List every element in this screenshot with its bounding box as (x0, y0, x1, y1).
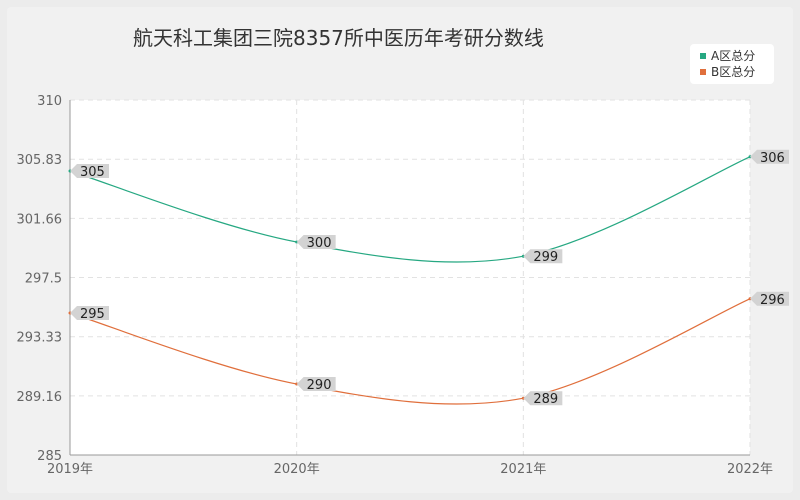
legend-item-a[interactable]: A区总分 (700, 48, 755, 64)
x-tick-label: 2022年 (727, 462, 773, 477)
data-label: 290 (307, 378, 332, 393)
legend-label-a: A区总分 (711, 49, 756, 63)
y-tick-label: 297.5 (25, 272, 62, 287)
x-tick-label: 2021年 (500, 462, 546, 477)
plot-area (70, 100, 750, 455)
data-label-tag (523, 249, 563, 264)
data-label-tag (296, 235, 336, 249)
series-line-a (69, 156, 751, 263)
y-tick-label: 285 (37, 449, 62, 464)
data-label-tag (296, 377, 336, 391)
data-label: 295 (80, 307, 105, 322)
y-tick-label: 305.83 (17, 153, 63, 168)
data-label-tag (70, 306, 109, 320)
data-label: 289 (533, 392, 558, 407)
legend-item-b[interactable]: B区总分 (700, 64, 755, 80)
data-label-tag (523, 391, 563, 406)
x-tick-label: 2019年 (47, 462, 93, 477)
data-label-tag (70, 164, 109, 178)
legend-swatch-a (700, 52, 706, 59)
y-tick-label: 301.66 (17, 212, 63, 227)
legend-swatch-b (700, 68, 706, 75)
legend: A区总分 B区总分 (690, 44, 774, 84)
data-label: 300 (307, 236, 332, 251)
data-label-tag (750, 291, 789, 306)
legend-label-b: B区总分 (711, 65, 756, 79)
data-label-tag (750, 149, 789, 164)
y-tick-label: 293.33 (17, 331, 63, 346)
y-tick-label: 310 (37, 94, 62, 109)
data-label: 296 (760, 293, 785, 308)
data-label: 299 (533, 250, 558, 265)
x-tick-label: 2020年 (274, 462, 320, 477)
series-line-b (69, 298, 751, 405)
chart-title: 航天科工集团三院8357所中医历年考研分数线 (133, 26, 544, 50)
data-label: 306 (760, 151, 785, 166)
data-label: 305 (80, 165, 105, 180)
y-tick-label: 289.16 (17, 390, 63, 405)
